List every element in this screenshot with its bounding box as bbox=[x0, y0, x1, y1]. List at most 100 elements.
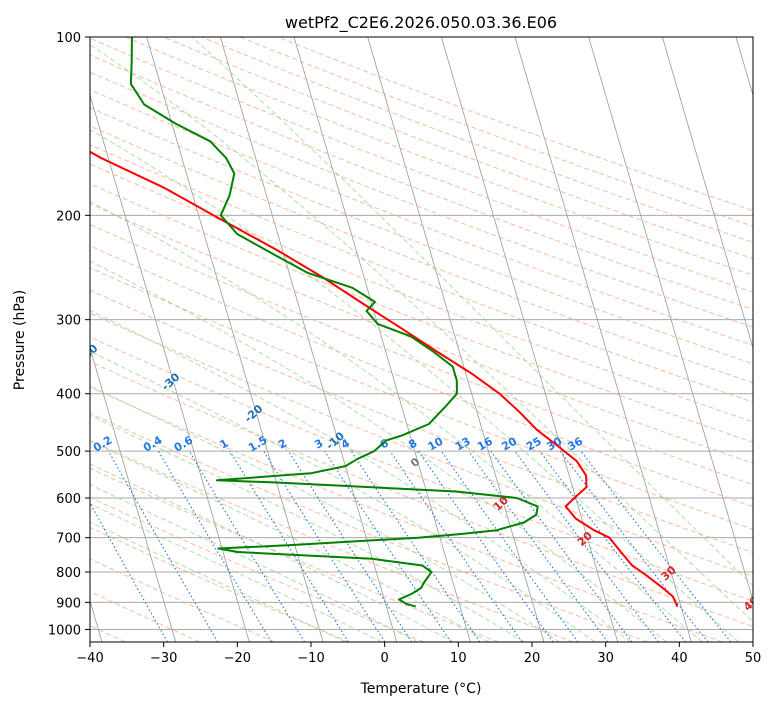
isotherm-gridline bbox=[90, 93, 250, 642]
moist-adiabat bbox=[90, 463, 454, 642]
line-annotations: 0.10.20.40.611.52346810131620253036-100-… bbox=[77, 342, 761, 614]
isotherm-gridline bbox=[588, 37, 753, 603]
moist-adiabat bbox=[90, 350, 596, 642]
x-tick-label: 50 bbox=[745, 651, 762, 666]
x-tick-label: −10 bbox=[297, 651, 324, 666]
profiles bbox=[90, 37, 679, 608]
moist-adiabat bbox=[90, 385, 560, 642]
adiabat-label: -20 bbox=[242, 402, 266, 425]
y-tick-label: 400 bbox=[56, 388, 81, 403]
y-tick-label: 600 bbox=[56, 492, 81, 507]
mixing-ratio-label: 1 bbox=[218, 437, 231, 452]
moist-adiabat bbox=[90, 309, 631, 642]
mixing-ratio-label: 2 bbox=[276, 437, 289, 452]
y-tick-label: 100 bbox=[56, 31, 81, 46]
isotherm-gridline bbox=[735, 37, 753, 97]
mixing-ratio-line bbox=[107, 450, 219, 642]
isotherm-gridline bbox=[440, 37, 619, 642]
mixing-ratio-line bbox=[350, 450, 481, 642]
mixing-ratio-line bbox=[468, 450, 609, 642]
dewpoint-profile bbox=[129, 37, 539, 608]
adiabat-label: 40 bbox=[741, 594, 761, 614]
dry-adiabat bbox=[90, 336, 753, 602]
x-tick-label: 40 bbox=[671, 651, 688, 666]
dry-adiabat bbox=[90, 312, 753, 577]
dry-adiabat bbox=[90, 71, 753, 328]
dry-adiabat bbox=[90, 558, 275, 642]
chart-title: wetPf2_C2E6.2026.050.03.36.E06 bbox=[285, 13, 557, 33]
dry-adiabat bbox=[90, 89, 753, 346]
mixing-ratio-label: 3 bbox=[312, 437, 325, 452]
isotherm-gridline bbox=[293, 37, 471, 642]
x-tick-label: −20 bbox=[224, 651, 251, 666]
x-tick-label: −30 bbox=[150, 651, 177, 666]
mixing-ratio-line bbox=[514, 450, 659, 642]
dry-adiabat bbox=[90, 412, 649, 642]
y-tick-label: 300 bbox=[56, 314, 81, 329]
isotherm-gridline bbox=[367, 37, 545, 642]
y-axis: 100 200 300 400 500 600 700 800 900 1000 bbox=[48, 31, 90, 638]
isotherm-gridline bbox=[90, 346, 177, 642]
x-tick-label: 10 bbox=[450, 651, 467, 666]
mixing-ratio-line bbox=[490, 450, 633, 642]
y-tick-label: 200 bbox=[56, 209, 81, 224]
x-tick-label: 30 bbox=[597, 651, 614, 666]
temperature-profile bbox=[90, 150, 679, 608]
x-axis: −40 −30 −20 −10 0 10 20 30 40 50 bbox=[76, 642, 761, 666]
background-lines bbox=[90, 37, 753, 642]
dry-adiabat bbox=[90, 526, 350, 642]
moist-adiabat bbox=[90, 440, 490, 642]
y-tick-label: 800 bbox=[56, 566, 81, 581]
adiabat-label: 0 bbox=[408, 455, 423, 470]
moist-adiabat bbox=[90, 129, 739, 642]
adiabat-label: -40 bbox=[77, 342, 101, 365]
isotherm-gridline bbox=[146, 37, 324, 642]
mixing-ratio-line bbox=[188, 450, 306, 642]
plot-frame bbox=[89, 36, 754, 643]
x-tick-label: 20 bbox=[524, 651, 541, 666]
adiabat-label: -30 bbox=[159, 370, 183, 393]
mixing-ratio-label: 8 bbox=[406, 437, 419, 452]
y-tick-label: 900 bbox=[56, 596, 81, 611]
dry-adiabat bbox=[90, 496, 425, 642]
mixing-ratio-line bbox=[389, 450, 523, 642]
isotherm-gridline bbox=[514, 37, 692, 642]
isotherm-gridline bbox=[661, 37, 753, 350]
dry-adiabat bbox=[163, 37, 753, 260]
adiabat-label: 20 bbox=[575, 529, 595, 549]
dry-adiabat bbox=[90, 37, 753, 293]
moist-adiabat bbox=[90, 44, 753, 623]
y-tick-label: 1000 bbox=[48, 623, 81, 638]
y-axis-label: Pressure (hPa) bbox=[12, 290, 28, 390]
x-axis-label: Temperature (°C) bbox=[360, 681, 482, 697]
dry-adiabat bbox=[90, 107, 753, 365]
moist-adiabat bbox=[191, 37, 753, 587]
dry-adiabat bbox=[90, 54, 753, 311]
dry-adiabat bbox=[90, 467, 499, 642]
mixing-ratio-line bbox=[324, 450, 452, 642]
moist-adiabat bbox=[90, 200, 703, 642]
adiabat-label: 30 bbox=[659, 563, 679, 583]
mixing-ratio-line bbox=[440, 450, 579, 642]
moist-adiabat bbox=[90, 260, 667, 642]
mixing-ratio-line bbox=[580, 450, 732, 642]
dry-adiabat bbox=[90, 245, 753, 508]
y-tick-label: 500 bbox=[56, 445, 81, 460]
dry-adiabat bbox=[90, 590, 201, 642]
x-tick-label: 0 bbox=[381, 651, 389, 666]
moist-adiabat bbox=[90, 503, 383, 642]
y-tick-label: 700 bbox=[56, 532, 81, 547]
dry-adiabat bbox=[90, 267, 753, 530]
mixing-ratio-line bbox=[229, 450, 349, 642]
dry-adiabat bbox=[90, 439, 574, 642]
x-tick-label: −40 bbox=[76, 651, 103, 666]
mixing-ratio-line bbox=[418, 450, 554, 642]
mixing-ratio-line bbox=[287, 450, 413, 642]
moist-adiabat bbox=[90, 414, 525, 642]
dry-adiabat bbox=[90, 386, 723, 642]
moist-adiabat bbox=[90, 521, 347, 642]
dry-adiabat bbox=[90, 125, 753, 384]
mixing-ratio-line bbox=[263, 450, 386, 642]
dry-adiabat bbox=[90, 289, 753, 554]
